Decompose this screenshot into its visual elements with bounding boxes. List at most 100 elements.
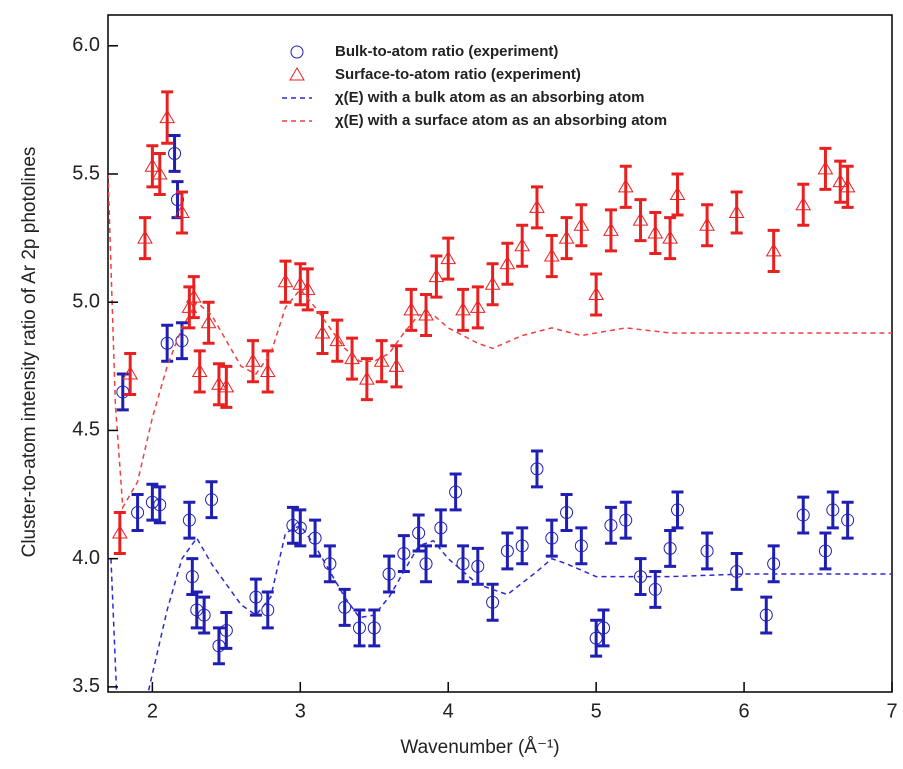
data-point bbox=[617, 178, 634, 193]
legend-swatch bbox=[289, 67, 305, 81]
data-point bbox=[338, 600, 352, 614]
error-bar bbox=[198, 595, 211, 635]
error-bar bbox=[841, 164, 854, 209]
error-bar bbox=[138, 216, 151, 261]
error-bar bbox=[405, 287, 418, 332]
data-point bbox=[795, 196, 812, 211]
data-point bbox=[530, 462, 544, 476]
data-point bbox=[669, 186, 686, 201]
data-point bbox=[171, 193, 185, 207]
x-tick-label: 6 bbox=[739, 700, 750, 722]
y-tick-label: 5.0 bbox=[72, 290, 100, 312]
error-bar bbox=[560, 216, 573, 261]
error-bar bbox=[309, 518, 322, 558]
error-bar bbox=[190, 590, 203, 630]
data-point bbox=[314, 324, 331, 339]
error-bar bbox=[412, 513, 425, 553]
data-point bbox=[151, 165, 168, 180]
error-bar bbox=[294, 262, 307, 307]
data-point bbox=[211, 376, 227, 390]
error-bar bbox=[187, 275, 200, 320]
theory-line bbox=[110, 524, 892, 692]
error-bar bbox=[116, 372, 129, 412]
data-point bbox=[293, 521, 307, 535]
error-bar bbox=[590, 272, 603, 317]
x-tick-label: 7 bbox=[886, 700, 897, 722]
data-point bbox=[191, 363, 208, 377]
data-point bbox=[419, 557, 433, 571]
data-point bbox=[671, 503, 685, 517]
error-bar bbox=[434, 508, 447, 548]
error-bar bbox=[486, 262, 499, 307]
data-point bbox=[449, 485, 463, 499]
error-bar bbox=[338, 587, 351, 627]
data-point bbox=[344, 350, 360, 365]
data-point bbox=[144, 158, 161, 172]
legend-swatch bbox=[290, 45, 304, 59]
data-point bbox=[663, 541, 677, 555]
data-point bbox=[153, 498, 167, 512]
y-tick-label: 3.5 bbox=[72, 675, 100, 697]
data-point bbox=[514, 237, 531, 252]
error-bar bbox=[261, 590, 274, 630]
data-point bbox=[597, 621, 611, 635]
data-point bbox=[841, 513, 855, 527]
error-bar bbox=[301, 267, 314, 312]
error-bar bbox=[649, 210, 662, 255]
error-bar bbox=[797, 182, 810, 227]
error-bar bbox=[819, 146, 832, 191]
data-point bbox=[434, 521, 448, 535]
data-point bbox=[131, 505, 145, 519]
data-point bbox=[137, 230, 153, 244]
data-point bbox=[259, 363, 276, 377]
error-bar bbox=[701, 203, 714, 248]
data-point bbox=[826, 503, 840, 517]
error-bar bbox=[397, 534, 410, 573]
data-point bbox=[558, 230, 575, 244]
error-bar bbox=[834, 159, 847, 204]
data-point bbox=[218, 378, 235, 393]
data-point bbox=[588, 286, 605, 301]
error-bar bbox=[730, 552, 743, 591]
data-point bbox=[168, 146, 182, 160]
error-bar bbox=[797, 495, 810, 535]
error-bar bbox=[220, 364, 233, 409]
legend-label: Bulk-to-atom ratio (experiment) bbox=[335, 43, 558, 60]
error-bar bbox=[383, 554, 396, 594]
error-bar bbox=[430, 254, 443, 299]
error-bar bbox=[420, 544, 433, 584]
y-tick-label: 6.0 bbox=[72, 34, 100, 56]
data-point bbox=[471, 559, 485, 573]
error-bar bbox=[212, 362, 225, 407]
data-point bbox=[373, 353, 390, 367]
error-bar bbox=[286, 505, 299, 545]
error-bar bbox=[649, 569, 662, 609]
data-point bbox=[197, 608, 211, 622]
data-point bbox=[632, 212, 649, 226]
error-bar bbox=[186, 557, 199, 597]
data-point bbox=[367, 621, 381, 635]
error-bar bbox=[113, 510, 126, 556]
x-tick-label: 3 bbox=[295, 700, 306, 722]
x-tick-label: 5 bbox=[591, 700, 602, 722]
data-point bbox=[412, 526, 426, 540]
data-point bbox=[529, 199, 545, 213]
data-point bbox=[832, 173, 849, 188]
y-tick-label: 4.5 bbox=[72, 419, 100, 441]
data-point bbox=[249, 590, 263, 604]
data-point bbox=[358, 371, 375, 385]
error-bar bbox=[146, 482, 159, 522]
x-axis-label: Wavenumber (Å⁻¹) bbox=[400, 737, 559, 758]
error-bar bbox=[193, 349, 206, 394]
data-point bbox=[277, 273, 294, 288]
error-bar bbox=[516, 526, 529, 566]
error-bar bbox=[205, 480, 218, 520]
data-point bbox=[174, 204, 190, 218]
data-point bbox=[245, 353, 261, 367]
error-bar bbox=[457, 287, 470, 332]
data-point bbox=[817, 160, 834, 175]
legend-label: χ(E) with a bulk atom as an absorbing at… bbox=[335, 89, 645, 106]
error-bar bbox=[202, 300, 215, 345]
